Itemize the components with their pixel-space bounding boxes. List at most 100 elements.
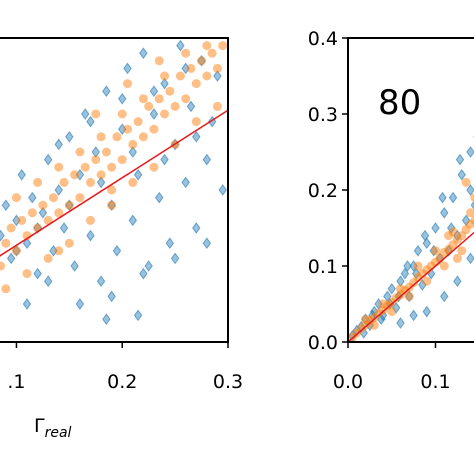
- right-blue-diamond-point: [413, 244, 423, 257]
- left-orange-circle-point: [6, 223, 16, 233]
- left-blue-diamond-point: [43, 275, 53, 288]
- left-blue-diamond-point: [70, 260, 79, 272]
- right-orange-circle-point: [413, 261, 423, 271]
- right-x-tick-label: 0.0: [333, 371, 363, 393]
- right-blue-diamond-point: [455, 153, 465, 166]
- right-orange-circle-point: [470, 215, 474, 225]
- left-blue-diamond-point: [149, 108, 159, 120]
- right-panel-annotation: 80: [378, 83, 421, 123]
- right-y-tick-label: 0.3: [308, 104, 338, 126]
- left-orange-circle-point: [128, 139, 138, 149]
- left-orange-circle-point: [96, 170, 106, 180]
- left-blue-diamond-point: [65, 130, 74, 143]
- right-blue-diamond-point: [453, 275, 462, 288]
- right-blue-diamond-point: [420, 229, 430, 242]
- left-blue-diamond-point: [170, 252, 180, 265]
- left-blue-diamond-point: [43, 153, 53, 166]
- left-blue-diamond-point: [218, 184, 227, 196]
- left-orange-circle-point: [101, 147, 111, 157]
- right-y-tick-label: 0.2: [308, 180, 338, 202]
- left-orange-circle-point: [75, 147, 85, 157]
- left-blue-diamond-point: [213, 70, 222, 82]
- left-blue-diamond-point: [22, 298, 32, 310]
- right-y-tick-label: 0.0: [308, 332, 338, 354]
- left-blue-diamond-point: [112, 244, 122, 257]
- left-orange-circle-point: [64, 238, 74, 248]
- right-orange-circle-point: [439, 261, 449, 271]
- right-fit-line: [348, 231, 474, 342]
- left-x-axis-label: Γreal: [34, 415, 72, 441]
- left-blue-diamond-point: [102, 313, 111, 326]
- right-blue-diamond-point: [466, 184, 474, 196]
- right-orange-circle-point: [361, 314, 370, 324]
- right-blue-diamond-point: [409, 309, 418, 322]
- left-blue-diamond-point: [0, 229, 5, 242]
- left-orange-circle-point: [186, 63, 196, 73]
- left-orange-circle-point: [207, 48, 217, 58]
- right-blue-diamond-point: [400, 267, 410, 280]
- left-orange-circle-point: [17, 215, 27, 225]
- left-scatter-points: [0, 39, 228, 326]
- right-blue-diamond-point: [457, 168, 466, 181]
- left-blue-diamond-point: [86, 229, 95, 242]
- left-orange-circle-point: [1, 284, 11, 294]
- right-orange-circle-point: [452, 253, 462, 263]
- left-blue-diamond-point: [139, 47, 148, 60]
- left-orange-circle-point: [112, 132, 122, 142]
- right-blue-diamond-point: [403, 260, 412, 272]
- right-orange-circle-point: [461, 177, 471, 187]
- scatter-panel-left: .1 0.2 0.3 Γreal: [0, 37, 243, 441]
- left-blue-diamond-point: [107, 290, 116, 303]
- left-blue-diamond-point: [155, 191, 164, 204]
- right-orange-circle-point: [387, 307, 397, 317]
- left-orange-circle-point: [85, 215, 95, 225]
- left-orange-circle-point: [123, 124, 133, 134]
- left-blue-diamond-point: [28, 191, 37, 204]
- left-blue-diamond-point: [160, 77, 169, 90]
- left-blue-diamond-point: [186, 100, 196, 113]
- left-orange-circle-point: [133, 117, 143, 127]
- left-orange-circle-point: [154, 94, 164, 104]
- left-orange-circle-point: [160, 109, 170, 119]
- left-x-axis-label-main: Γ: [34, 415, 45, 437]
- left-blue-diamond-point: [149, 85, 159, 98]
- left-blue-diamond-point: [192, 130, 201, 143]
- right-x-tick-label: 0.1: [420, 371, 450, 393]
- left-blue-diamond-point: [128, 146, 138, 158]
- left-orange-circle-point: [43, 215, 53, 225]
- left-orange-circle-point: [54, 208, 64, 218]
- right-blue-diamond-point: [387, 282, 396, 295]
- left-blue-diamond-point: [133, 168, 143, 181]
- left-blue-diamond-point: [96, 275, 106, 288]
- left-orange-circle-point: [85, 177, 95, 187]
- right-orange-circle-point: [396, 284, 405, 294]
- left-x-axis-label-sub: real: [45, 425, 72, 441]
- left-orange-circle-point: [54, 246, 64, 256]
- left-orange-circle-point: [149, 124, 159, 134]
- right-orange-circle-point: [378, 299, 388, 309]
- left-x-ticks: .1 0.2 0.3: [7, 342, 243, 393]
- left-orange-circle-point: [181, 48, 191, 58]
- left-blue-diamond-point: [17, 168, 26, 181]
- left-blue-diamond-point: [176, 39, 185, 52]
- left-x-tick-label: 0.3: [213, 371, 243, 393]
- right-blue-diamond-point: [440, 290, 449, 303]
- left-orange-circle-point: [128, 177, 138, 187]
- left-orange-circle-point: [91, 155, 101, 165]
- left-blue-diamond-point: [80, 108, 90, 120]
- left-orange-circle-point: [80, 162, 90, 172]
- left-orange-circle-point: [175, 71, 185, 81]
- right-y-tick-label: 0.1: [308, 256, 338, 278]
- left-blue-diamond-point: [181, 176, 190, 189]
- left-axes-frame: [0, 37, 229, 343]
- left-orange-circle-point: [107, 200, 117, 210]
- left-blue-diamond-point: [86, 115, 95, 128]
- left-orange-circle-point: [70, 170, 80, 180]
- left-orange-circle-point: [27, 208, 37, 218]
- scatter-panel-right: 0.0 0.1 0.0 0.1 0.2 0.3 0.4 80: [308, 28, 474, 393]
- left-orange-circle-point: [75, 193, 85, 203]
- left-orange-circle-point: [212, 63, 222, 73]
- left-blue-diamond-point: [38, 206, 48, 219]
- left-orange-circle-point: [202, 71, 212, 81]
- left-blue-diamond-point: [1, 199, 11, 212]
